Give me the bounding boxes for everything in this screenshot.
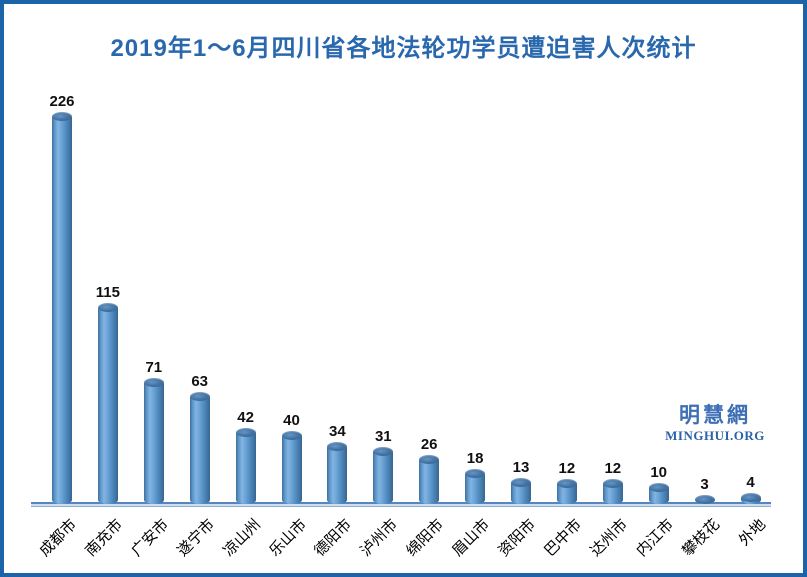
- bar-value-label: 71: [145, 359, 163, 376]
- bar: [373, 451, 394, 504]
- bar-value-label: 40: [283, 412, 300, 429]
- bar: [327, 446, 348, 504]
- bar: [281, 435, 302, 504]
- bar-top-cap: [602, 479, 623, 488]
- bar-top-cap: [281, 431, 302, 440]
- bar-value-label: 13: [512, 459, 530, 476]
- bar-chart-plot-area: 226 成都市 115 南充市 71 广安市 63 遂宁市 42 凉山州 40 乐山市 34 德阳市 31 泸…: [4, 4, 803, 573]
- bar-top-cap: [52, 112, 72, 121]
- bar-top-cap: [556, 479, 577, 488]
- bar-top-cap: [648, 483, 669, 492]
- bar-value-label: 115: [95, 284, 120, 301]
- minghui-logo-cn: 明慧網: [679, 404, 751, 427]
- bar-value-label: 26: [420, 436, 438, 453]
- bar-top-cap: [465, 469, 486, 478]
- bar: [52, 116, 72, 504]
- minghui-logo-en: MINGHUI.ORG: [665, 428, 765, 443]
- bar-top-cap: [327, 442, 348, 451]
- bar-value-label: 63: [191, 373, 209, 390]
- minghui-watermark: 明慧網 MINGHUI.ORG: [650, 404, 780, 443]
- bar-top-cap: [143, 378, 164, 387]
- x-axis-line: [31, 502, 771, 507]
- bar: [235, 432, 256, 504]
- bar: [143, 382, 164, 504]
- bar-top-cap: [419, 455, 440, 464]
- bar: [189, 396, 210, 504]
- bar: [556, 483, 577, 504]
- bar-value-label: 4: [746, 474, 755, 491]
- bar-top-cap: [694, 495, 715, 504]
- bar-value-label: 12: [558, 460, 576, 477]
- bar-value-label: 12: [604, 460, 622, 477]
- chart-title: 2019年1～6月四川省各地法轮功学员遭迫害人次统计: [110, 35, 697, 62]
- bar: [465, 473, 486, 504]
- bar: [97, 307, 118, 504]
- bar-value-label: 10: [650, 464, 668, 481]
- bar-value-label: 31: [374, 428, 392, 445]
- bar-top-cap: [511, 478, 531, 487]
- bar-value-label: 226: [49, 93, 75, 110]
- bar-value-label: 42: [237, 409, 254, 426]
- bar-top-cap: [373, 447, 394, 456]
- bar-top-cap: [740, 493, 761, 502]
- bar-top-cap: [97, 303, 118, 312]
- bar: [419, 459, 440, 504]
- bar: [511, 482, 531, 504]
- bar-value-label: 34: [329, 423, 346, 440]
- bar-top-cap: [235, 428, 256, 437]
- bar: [602, 483, 623, 504]
- bar-value-label: 18: [466, 450, 484, 467]
- bar-top-cap: [189, 392, 210, 401]
- bar-value-label: 3: [700, 476, 709, 493]
